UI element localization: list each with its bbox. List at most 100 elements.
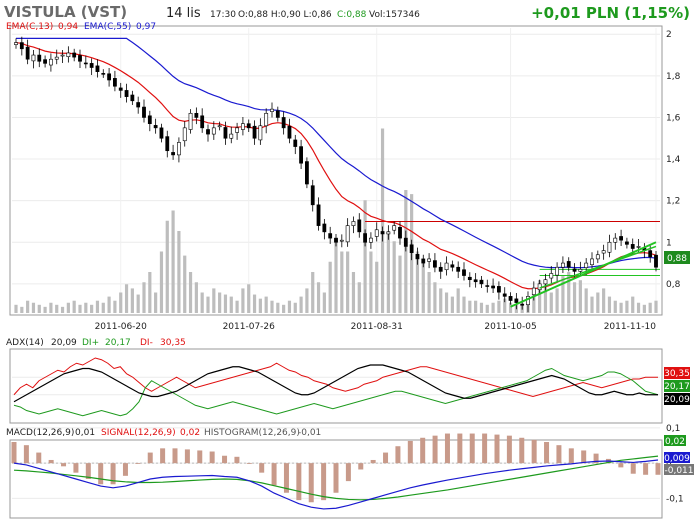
adx-legend-value: 20,09	[51, 338, 77, 348]
price-y-tick: 1,2	[666, 197, 680, 207]
candle-body	[124, 90, 129, 97]
volume-bar	[154, 292, 158, 313]
candle-body	[421, 258, 426, 264]
volume-bar	[130, 288, 134, 313]
ema13-legend-value: 0,94	[58, 22, 78, 32]
candle-body	[72, 52, 77, 58]
histogram-bar	[383, 452, 389, 464]
candle-body	[159, 127, 164, 139]
candlestick	[83, 55, 88, 69]
candle-body	[118, 87, 123, 91]
volume-bar	[270, 300, 274, 313]
histogram-legend-label: HISTOGRAM(12,26,9)	[204, 428, 300, 438]
macd-line	[13, 459, 659, 510]
macd-y-tick: -0,1	[666, 494, 684, 504]
candle-body	[43, 59, 47, 64]
volume-bar	[241, 288, 245, 313]
di-plus-value-box	[664, 380, 690, 392]
candle-body	[206, 129, 210, 135]
candle-body	[147, 115, 152, 124]
candle-body	[281, 117, 286, 129]
candlestick	[275, 106, 280, 122]
candle-body	[630, 244, 635, 249]
candle-body	[438, 266, 443, 272]
candlestick	[497, 281, 501, 300]
candlestick	[613, 233, 618, 250]
header-volume: Vol:157346	[369, 10, 420, 20]
adx-gridlines	[12, 376, 660, 396]
volume-bar	[194, 282, 198, 313]
histogram-bar	[457, 433, 463, 464]
volume-bar	[631, 296, 635, 313]
volume-bar	[433, 282, 437, 313]
candle-body	[462, 269, 466, 276]
candle-body	[165, 136, 170, 152]
di-minus-value: 30,35	[664, 369, 690, 379]
candlestick	[246, 119, 251, 133]
candle-body	[188, 112, 193, 130]
candle-body	[217, 125, 222, 128]
candle-body	[229, 133, 234, 139]
candlestick	[491, 278, 495, 294]
histogram-bar	[407, 440, 413, 464]
candlestick	[142, 99, 146, 123]
volume-bar	[14, 304, 18, 313]
histogram-legend-value: -0,01	[298, 428, 321, 438]
candlestick	[479, 275, 484, 289]
histogram-bar	[122, 463, 128, 476]
volume-bar	[218, 292, 222, 313]
candlestick	[380, 226, 385, 242]
ticker-title: VISTULA (VST)	[4, 3, 127, 21]
candlestick	[60, 50, 65, 63]
volume-bar	[456, 288, 460, 313]
candlestick	[403, 230, 408, 252]
candle-body	[561, 262, 565, 268]
volume-bar	[497, 300, 501, 313]
histogram-bar	[370, 459, 376, 464]
ema13-legend-label: EMA(C,13)	[6, 22, 53, 32]
candle-body	[241, 123, 245, 130]
candlestick	[258, 118, 263, 145]
histogram-bar	[11, 442, 17, 464]
volume-bar	[223, 294, 228, 313]
volume-bar	[177, 231, 181, 313]
candlestick	[555, 262, 559, 283]
volume-bar	[613, 300, 617, 313]
candle-body	[374, 229, 379, 237]
candlestick	[264, 108, 269, 134]
ema55-line	[16, 37, 657, 269]
candle-body	[305, 161, 309, 185]
volume-bar	[299, 296, 303, 313]
candlestick	[25, 39, 30, 65]
volume-bar	[247, 284, 251, 313]
candle-body	[508, 296, 513, 301]
candle-body	[31, 54, 36, 62]
volume-bar	[340, 251, 344, 313]
candle-body	[14, 42, 18, 45]
price-y-tick: 1	[666, 238, 672, 248]
volume-bar	[567, 272, 571, 313]
volume-bar	[462, 296, 466, 313]
volume-bar	[346, 251, 350, 313]
candle-body	[398, 226, 402, 239]
histogram-bar	[643, 463, 649, 475]
candlestick	[54, 49, 59, 65]
candle-body	[654, 254, 658, 268]
candle-body	[136, 102, 141, 108]
ema13-line	[15, 41, 657, 290]
price-y-tick: 2	[666, 30, 672, 40]
candle-body	[101, 73, 106, 75]
candlestick	[462, 262, 466, 281]
candle-body	[607, 241, 612, 253]
adx-panel-frame	[9, 348, 663, 424]
candlestick	[107, 67, 111, 87]
histogram-bar	[630, 463, 636, 474]
volume-bar	[55, 304, 59, 313]
volume-bar	[415, 251, 420, 313]
candlestick	[316, 197, 321, 231]
candle-body	[392, 225, 397, 231]
candlestick	[415, 247, 420, 265]
signal-legend-label: SIGNAL(12,26,9)	[101, 428, 176, 438]
candle-body	[537, 283, 542, 291]
candle-body	[89, 63, 94, 68]
